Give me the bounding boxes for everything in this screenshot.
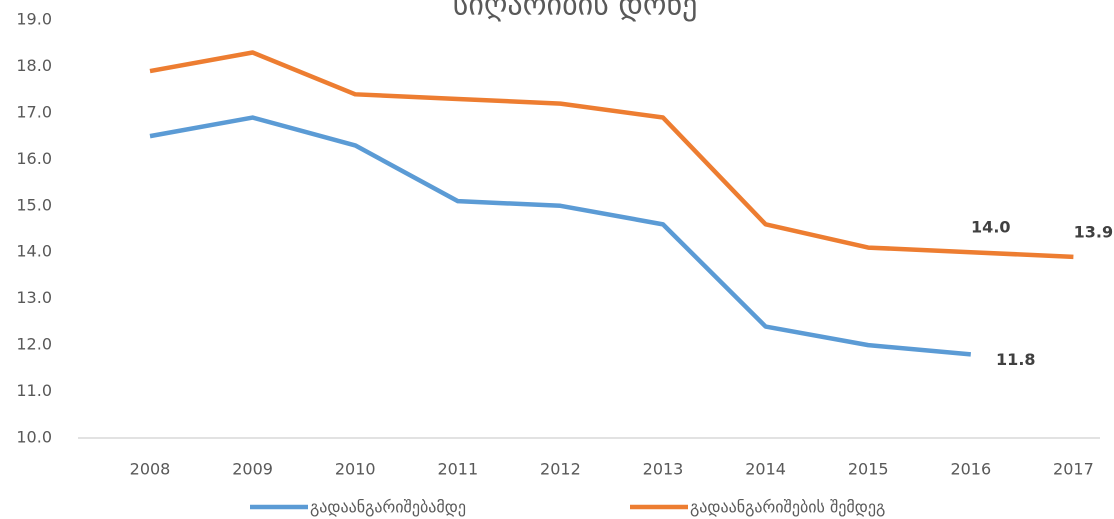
- legend-label: გადაანგარიშების შემდეგ: [690, 498, 885, 517]
- data-label: 11.8: [996, 350, 1035, 369]
- series-line: [149, 50, 1074, 260]
- data-label: 14.0: [971, 218, 1010, 237]
- x-tick-label: 2012: [540, 460, 581, 479]
- y-tick-label: 14.0: [16, 242, 52, 261]
- y-tick-label: 18.0: [16, 56, 52, 75]
- x-tick-label: 2008: [130, 460, 171, 479]
- x-tick-label: 2016: [950, 460, 991, 479]
- x-tick-label: 2014: [745, 460, 786, 479]
- legend-label: გადაანგარიშებამდე: [310, 498, 466, 517]
- y-tick-label: 11.0: [16, 381, 52, 400]
- x-tick-label: 2015: [848, 460, 889, 479]
- x-tick-label: 2013: [643, 460, 684, 479]
- x-tick-label: 2017: [1053, 460, 1094, 479]
- y-tick-label: 15.0: [16, 195, 52, 214]
- series-line: [149, 115, 972, 357]
- x-tick-label: 2010: [335, 460, 376, 479]
- y-tick-label: 19.0: [16, 10, 52, 29]
- y-tick-label: 12.0: [16, 335, 52, 354]
- y-tick-label: 17.0: [16, 102, 52, 121]
- x-tick-label: 2011: [437, 460, 478, 479]
- x-tick-label: 2009: [232, 460, 273, 479]
- y-tick-label: 16.0: [16, 149, 52, 168]
- y-tick-label: 13.0: [16, 288, 52, 307]
- y-tick-label: 10.0: [16, 428, 52, 447]
- data-label: 13.9: [1074, 222, 1113, 241]
- chart-title: სიღარიბის დონე: [453, 0, 698, 23]
